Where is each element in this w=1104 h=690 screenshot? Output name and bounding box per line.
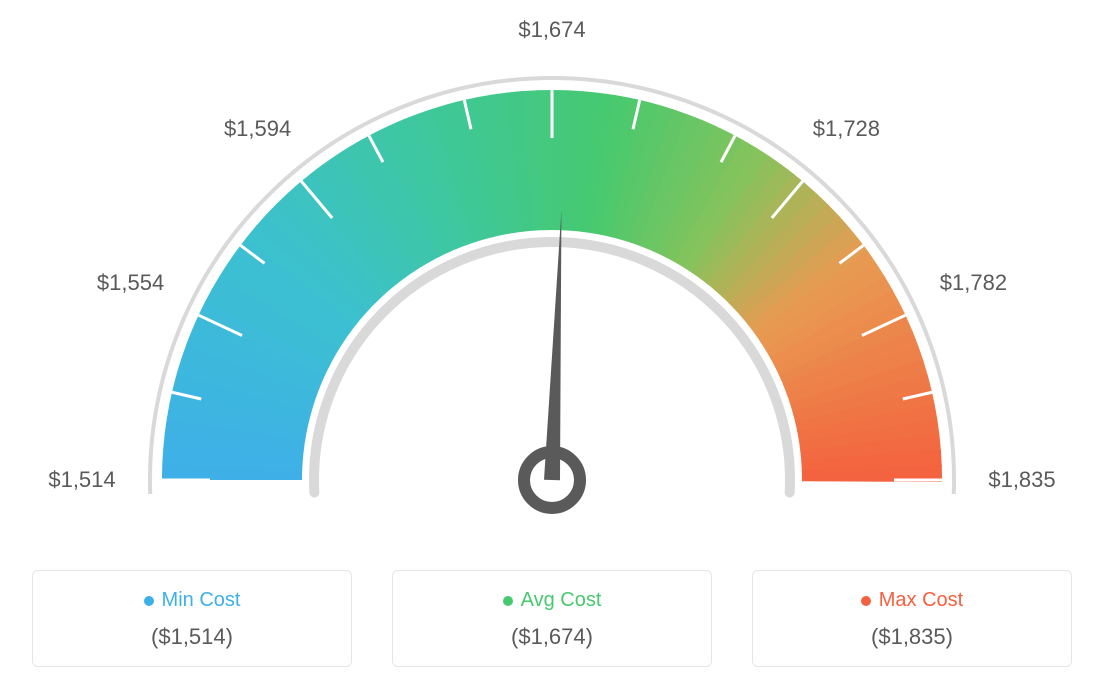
cost-gauge: $1,514 $1,554 $1,594 $1,674 $1,728 $1,782 $1,8… <box>0 0 1104 560</box>
gauge-tick-label: $1,554 <box>97 270 164 296</box>
legend-title-text: Max Cost <box>879 589 963 612</box>
gauge-tick-label: $1,514 <box>48 467 115 493</box>
gauge-needle <box>524 210 580 508</box>
gauge-tick-label: $1,782 <box>940 270 1007 296</box>
legend-dot-icon <box>503 596 513 606</box>
legend-title-text: Min Cost <box>162 589 241 612</box>
legend-card-avg-cost: Avg Cost ($1,674) <box>392 570 712 667</box>
gauge-tick-label: $1,594 <box>224 116 291 142</box>
gauge-tick-label: $1,674 <box>518 17 585 43</box>
gauge-tick-label: $1,835 <box>988 467 1055 493</box>
legend-value: ($1,674) <box>403 624 701 650</box>
legend-title: Min Cost <box>144 589 241 612</box>
legend-value: ($1,514) <box>43 624 341 650</box>
gauge-tick-label: $1,728 <box>813 116 880 142</box>
legend-card-max-cost: Max Cost ($1,835) <box>752 570 1072 667</box>
gauge-svg <box>0 0 1104 560</box>
legend-title: Max Cost <box>861 589 963 612</box>
legend-title-text: Avg Cost <box>521 589 602 612</box>
legend-card-min-cost: Min Cost ($1,514) <box>32 570 352 667</box>
legend-dot-icon <box>861 596 871 606</box>
legend-value: ($1,835) <box>763 624 1061 650</box>
legend-title: Avg Cost <box>503 589 602 612</box>
legend-dot-icon <box>144 596 154 606</box>
legend-row: Min Cost ($1,514) Avg Cost ($1,674) Max Cost… <box>0 570 1104 667</box>
